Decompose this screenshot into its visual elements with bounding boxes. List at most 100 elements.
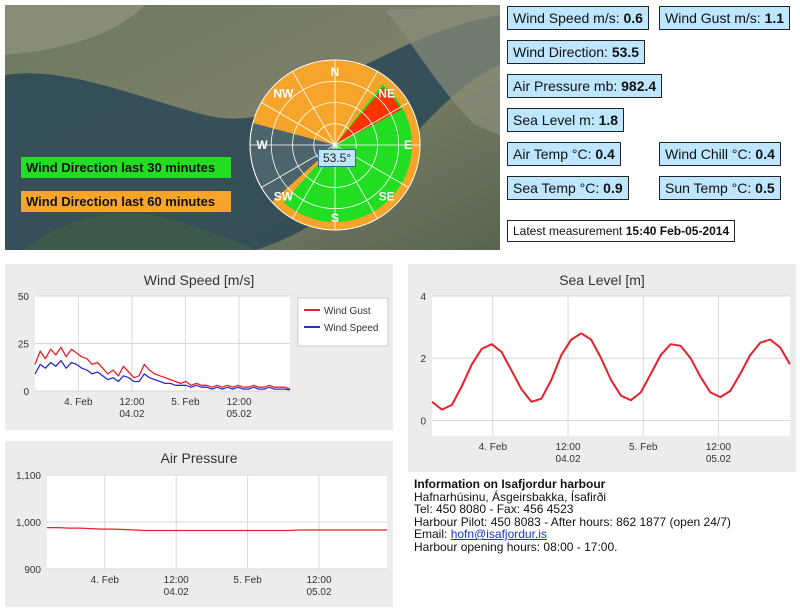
series-line-0 xyxy=(431,332,791,411)
harbour-info: Information on Isafjordur harbour Hafnar… xyxy=(414,478,731,553)
x-tick-label: 5. Feb xyxy=(233,575,262,586)
sea-level-box: Sea Level m: 1.8 xyxy=(507,108,625,132)
wind-speed-label: Wind Speed m/s: xyxy=(513,10,620,26)
y-tick-label: 1,100 xyxy=(16,471,41,482)
series-line-0 xyxy=(34,346,291,390)
sun-temp-value: 0.5 xyxy=(755,180,775,196)
wind-gust-box: Wind Gust m/s: 1.1 xyxy=(659,6,791,30)
x-tick-sublabel: 04.02 xyxy=(164,587,189,598)
rose-spoke xyxy=(292,71,336,146)
harbour-hours: Harbour opening hours: 08:00 - 17:00. xyxy=(414,539,618,554)
compass-label: E xyxy=(404,138,412,152)
air-pressure-box: Air Pressure mb: 982.4 xyxy=(507,74,663,98)
x-tick-label: 12:00 xyxy=(556,442,581,453)
x-tick-label: 12:00 xyxy=(706,442,731,453)
y-tick-label: 2 xyxy=(420,354,426,365)
air-temp-label: Air Temp °C: xyxy=(513,146,592,162)
wind-chill-value: 0.4 xyxy=(755,146,775,162)
x-tick-sublabel: 05.02 xyxy=(226,409,251,420)
latest-label: Latest measurement xyxy=(513,224,623,238)
sea-level-value: 1.8 xyxy=(598,112,619,128)
legend-last-60-minutes: Wind Direction last 60 minutes xyxy=(21,191,231,212)
legend-last-30-minutes: Wind Direction last 30 minutes xyxy=(21,157,231,178)
x-tick-label: 12:00 xyxy=(164,575,189,586)
compass-label: NW xyxy=(273,86,294,100)
wind-speed-title: Wind Speed [m/s] xyxy=(143,272,255,288)
compass-label: N xyxy=(331,65,340,79)
wind-direction-value: 53.5 xyxy=(611,44,640,60)
sea-temp-label: Sea Temp °C: xyxy=(513,180,600,196)
compass-label: S xyxy=(331,211,339,225)
compass-label: SE xyxy=(379,190,395,204)
y-tick-label: 25 xyxy=(18,340,30,351)
wind-gust-value: 1.1 xyxy=(764,10,785,26)
plot-area xyxy=(432,296,790,436)
wind-speed-box: Wind Speed m/s: 0.6 xyxy=(507,6,649,30)
harbour-phone: Tel: 450 8080 - Fax: 456 4523 xyxy=(414,502,574,516)
y-tick-label: 900 xyxy=(24,565,41,576)
series-line-0 xyxy=(47,526,387,532)
compass-label: W xyxy=(256,138,268,152)
wind-rose: N NE E SE S SW W NW xyxy=(249,59,421,231)
air-pressure-panel: Air Pressure 900 1,000 1,100 4. Feb 12:00 04.… xyxy=(5,441,393,607)
compass-label: NE xyxy=(378,86,395,100)
rose-spoke xyxy=(261,102,336,146)
x-tick-sublabel: 04.02 xyxy=(119,409,144,420)
air-pressure-title: Air Pressure xyxy=(160,450,238,466)
harbour-info-heading: Information on Isafjordur harbour xyxy=(414,477,606,491)
y-tick-label: 1,000 xyxy=(16,518,41,529)
wind-speed-value: 0.6 xyxy=(623,10,643,26)
wind-direction-label: Wind Direction: xyxy=(513,44,608,60)
x-tick-label: 12:00 xyxy=(306,575,331,586)
x-tick-sublabel: 04.02 xyxy=(556,454,581,465)
x-tick-sublabel: 05.02 xyxy=(706,454,731,465)
sun-temp-box: Sun Temp °C: 0.5 xyxy=(659,176,781,200)
sea-level-panel: Sea Level [m] 0 2 4 4. Feb 12:00 04.02 5. Feb 1… xyxy=(408,264,796,472)
sea-temp-box: Sea Temp °C: 0.9 xyxy=(507,176,629,200)
current-direction-label: 53.5° xyxy=(318,149,357,167)
latest-measurement: Latest measurement 15:40 Feb-05-2014 xyxy=(507,220,736,242)
wind-chill-label: Wind Chill °C: xyxy=(665,146,752,162)
x-tick-label: 5. Feb xyxy=(171,397,200,408)
x-tick-label: 5. Feb xyxy=(629,442,658,453)
legend-entry: Wind Speed xyxy=(324,323,378,334)
y-tick-label: 50 xyxy=(18,292,30,303)
air-temp-box: Air Temp °C: 0.4 xyxy=(507,142,621,166)
air-pressure-label: Air Pressure mb: xyxy=(513,78,618,94)
sea-temp-value: 0.9 xyxy=(603,180,623,196)
x-tick-label: 12:00 xyxy=(226,397,251,408)
harbour-email-row: Email: hofn@isafjordur.is xyxy=(414,528,731,541)
y-tick-label: 4 xyxy=(420,292,426,303)
sea-level-title: Sea Level [m] xyxy=(559,272,645,288)
compass-label: SW xyxy=(274,190,294,204)
email-link[interactable]: hofn@isafjordur.is xyxy=(450,527,547,541)
air-temp-value: 0.4 xyxy=(595,146,615,162)
x-tick-label: 4. Feb xyxy=(91,575,120,586)
rose-current-direction xyxy=(335,87,402,145)
wind-chill-box: Wind Chill °C: 0.4 xyxy=(659,142,781,166)
rose-spoke xyxy=(334,71,378,146)
wind-gust-label: Wind Gust m/s: xyxy=(665,10,761,26)
harbour-pilot: Harbour Pilot: 450 8083 - After hours: 8… xyxy=(414,514,731,529)
y-tick-label: 0 xyxy=(420,416,426,427)
y-tick-label: 0 xyxy=(23,387,29,398)
x-tick-label: 12:00 xyxy=(119,397,144,408)
wind-speed-panel: Wind Speed [m/s] 0 25 50 4. Feb 12:00 04.02 5.… xyxy=(5,264,393,430)
sun-temp-label: Sun Temp °C: xyxy=(665,180,752,196)
latest-value: 15:40 Feb-05-2014 xyxy=(625,224,730,238)
x-tick-label: 4. Feb xyxy=(64,397,93,408)
series-line-1 xyxy=(34,359,291,391)
rose-spoke xyxy=(334,102,409,146)
air-pressure-value: 982.4 xyxy=(621,78,657,94)
x-tick-sublabel: 05.02 xyxy=(306,587,331,598)
wind-speed-legend xyxy=(297,297,389,347)
wind-rose-map: N NE E SE S SW W NW Wind Direction last 30 minu… xyxy=(5,5,500,250)
sea-level-label: Sea Level m: xyxy=(513,112,595,128)
wind-direction-box: Wind Direction: 53.5 xyxy=(507,40,646,64)
legend-entry: Wind Gust xyxy=(324,306,371,317)
x-tick-label: 4. Feb xyxy=(479,442,508,453)
email-label: Email: xyxy=(414,527,451,541)
